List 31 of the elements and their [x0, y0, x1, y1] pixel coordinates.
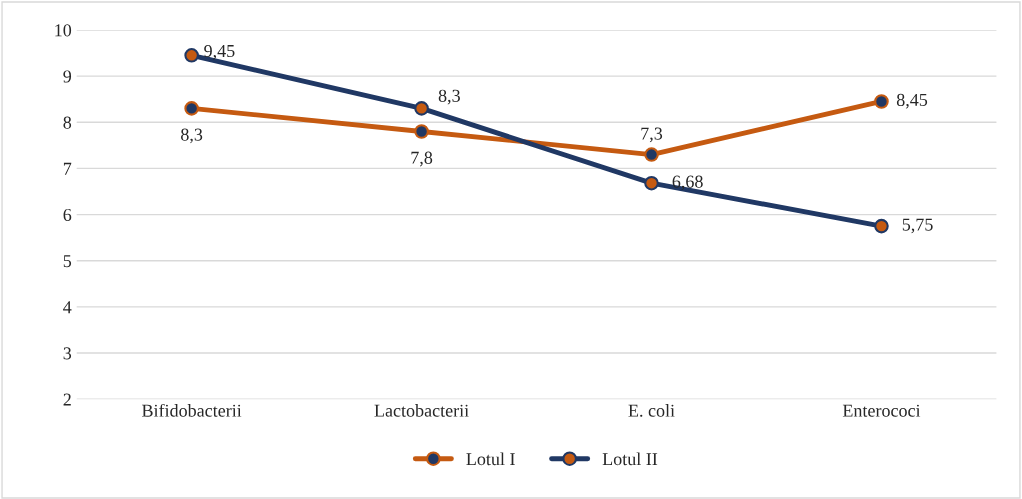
point	[644, 175, 659, 191]
point	[414, 101, 429, 116]
y-tick-label: 10	[55, 24, 72, 37]
data-label: 9,45	[204, 44, 235, 60]
y-tick-label: 7	[63, 162, 72, 175]
y-tick-label: 2	[63, 393, 71, 406]
point	[184, 48, 199, 63]
y-tick-label: 6	[63, 208, 72, 222]
point	[414, 124, 429, 139]
y-tick-label: 4	[63, 301, 72, 314]
point	[874, 218, 889, 234]
data-label: 7,3	[641, 127, 663, 143]
x-tick-label: Enterococi	[842, 404, 921, 417]
data-label: 7,8	[411, 151, 433, 167]
data-label: 5,75	[902, 218, 933, 234]
y-tick-label: 3	[63, 347, 72, 360]
data-label: 8,45	[896, 93, 928, 109]
data-label: 8,3	[181, 128, 203, 144]
point	[644, 147, 659, 162]
x-tick-label: Lactobacterii	[374, 404, 469, 417]
point	[184, 101, 199, 116]
x-tick-label: Bifidobacterii	[142, 403, 242, 417]
point	[874, 94, 889, 109]
x-tick-label: E. coli	[628, 404, 675, 417]
data-label: 8,3	[438, 89, 460, 105]
y-tick-label: 8	[63, 116, 72, 129]
legend-label: Lotul II	[602, 452, 658, 466]
y-tick-label: 5	[63, 255, 72, 268]
y-tick-label: 9	[63, 70, 72, 83]
legend-label: Lotul I	[466, 452, 515, 466]
data-label: 6,68	[672, 175, 703, 191]
